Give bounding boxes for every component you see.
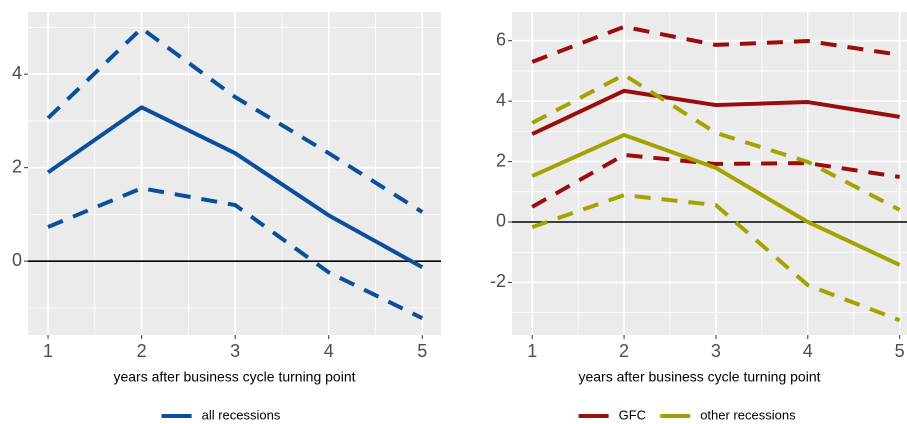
band-line — [531, 193, 901, 323]
y-tick-label: -2 — [490, 271, 506, 291]
x-tick-label: 4 — [803, 341, 813, 361]
x-tick-label: 5 — [895, 341, 905, 361]
x-tick-label: 1 — [527, 341, 537, 361]
x-tick-label: 2 — [137, 341, 147, 361]
band-line — [531, 152, 900, 209]
y-tick-label: 4 — [496, 90, 506, 110]
series-line — [46, 105, 424, 269]
x-tick-label: 4 — [324, 341, 334, 361]
legend-label: other recessions — [700, 407, 796, 422]
x-axis-title: years after business cycle turning point — [113, 369, 355, 385]
y-tick-label: 2 — [496, 150, 506, 170]
x-tick-label: 2 — [619, 341, 629, 361]
y-tick-label: 6 — [496, 29, 506, 49]
plot-background — [512, 12, 907, 335]
legend-label: GFC — [619, 407, 646, 422]
x-axis-title: years after business cycle turning point — [578, 369, 820, 385]
band-line — [46, 26, 424, 214]
y-tick-label: 4 — [12, 63, 22, 83]
legend-label: all recessions — [202, 407, 281, 422]
y-tick-label: 2 — [12, 156, 22, 176]
y-tick-label: 0 — [496, 211, 506, 231]
y-tick-label: 0 — [12, 250, 22, 270]
x-tick-label: 1 — [43, 341, 53, 361]
band-line — [47, 186, 424, 320]
x-tick-label: 3 — [711, 341, 721, 361]
band-line — [531, 24, 900, 64]
x-tick-label: 5 — [417, 341, 427, 361]
x-tick-label: 3 — [230, 341, 240, 361]
series-line — [531, 132, 901, 267]
series-line — [531, 88, 900, 136]
band-line — [531, 72, 901, 212]
